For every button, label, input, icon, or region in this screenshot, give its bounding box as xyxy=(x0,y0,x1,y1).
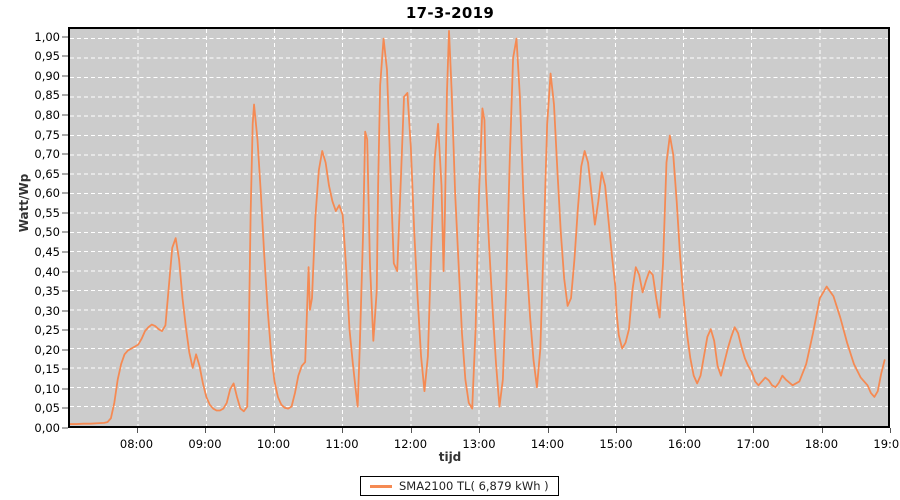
y-tick-mark xyxy=(62,271,68,272)
x-tick-mark xyxy=(342,428,343,433)
y-tick-mark xyxy=(62,36,68,38)
legend[interactable]: SMA2100 TL( 6,879 kWh ) xyxy=(360,476,559,496)
y-tick-mark xyxy=(62,55,68,57)
y-tick-label: 0,25 xyxy=(34,323,60,338)
y-tick-mark xyxy=(62,134,68,136)
y-tick-label: 0,90 xyxy=(34,68,60,83)
x-tick-mark xyxy=(205,428,206,433)
x-tick-mark xyxy=(684,428,686,433)
y-tick-label: 0,55 xyxy=(34,205,60,220)
y-tick-label: 1,00 xyxy=(34,29,60,44)
legend-color-swatch xyxy=(370,484,392,488)
x-tick-mark xyxy=(273,428,275,433)
y-tick-mark xyxy=(62,212,68,214)
y-tick-mark xyxy=(62,349,68,351)
x-tick-mark xyxy=(136,428,138,433)
y-tick-label: 0,15 xyxy=(34,362,60,377)
y-tick-mark xyxy=(62,192,68,194)
y-tick-mark xyxy=(62,173,68,175)
y-tick-label: 0,50 xyxy=(34,225,60,240)
x-tick-label: 10:00 xyxy=(256,437,291,451)
y-tick-label: 0,00 xyxy=(34,421,60,435)
y-tick-mark xyxy=(62,368,68,370)
y-tick-label: 0,95 xyxy=(34,49,60,64)
x-tick-label: 11:00 xyxy=(325,437,359,451)
y-tick-mark xyxy=(62,94,68,96)
y-axis-label: Watt/Wp xyxy=(17,173,31,233)
x-tick-label: 08:00 xyxy=(119,437,154,451)
y-tick-label: 0,05 xyxy=(34,401,60,416)
chart-title: 17-3-2019 xyxy=(405,4,495,22)
y-tick-mark xyxy=(62,310,68,312)
x-axis: 08:00 09:00 10:00 11:00 12:00 13:00 14:00 15:00… xyxy=(68,428,900,452)
y-tick-label: 0,65 xyxy=(34,166,60,181)
x-tick-mark xyxy=(890,428,891,433)
y-tick-mark xyxy=(62,388,68,390)
x-tick-label: 15:00 xyxy=(599,437,633,451)
y-tick-label: 0,75 xyxy=(34,127,60,142)
x-tick-mark xyxy=(616,428,617,433)
y-tick-mark xyxy=(62,290,68,292)
y-tick-label: 0,40 xyxy=(34,264,60,279)
x-tick-label: 17:00 xyxy=(736,437,770,451)
x-tick-label: 18:00 xyxy=(804,437,839,451)
y-tick-label: 0,80 xyxy=(34,108,60,123)
y-tick-label: 0,20 xyxy=(34,342,60,357)
y-tick-label: 0,45 xyxy=(34,244,60,259)
y-tick-mark xyxy=(62,251,68,253)
y-tick-mark xyxy=(62,329,68,331)
x-tick-label: 13:00 xyxy=(462,437,496,451)
x-tick-mark xyxy=(479,428,480,433)
x-tick-mark xyxy=(821,428,823,433)
x-tick-label: 19:00 xyxy=(873,437,900,451)
y-tick-mark xyxy=(62,153,68,155)
data-series-layer xyxy=(70,30,886,425)
gridlines xyxy=(70,29,888,426)
plot-area xyxy=(68,27,890,428)
y-axis: 0,00 0,05 0,10 0,15 0,20 0,25 0,30 0,35 0,40 0,45… xyxy=(0,27,68,435)
y-tick-mark xyxy=(62,75,68,77)
y-tick-label: 0,70 xyxy=(34,147,60,162)
data-line xyxy=(70,30,886,425)
y-tick-mark xyxy=(62,114,68,116)
x-tick-mark xyxy=(753,428,754,433)
x-tick-mark xyxy=(547,428,549,433)
x-tick-label: 16:00 xyxy=(667,437,702,451)
y-tick-mark xyxy=(62,231,68,233)
x-tick-label: 14:00 xyxy=(530,437,565,451)
y-tick-label: 0,30 xyxy=(34,303,60,318)
y-tick-mark xyxy=(62,407,68,409)
y-tick-label: 0,35 xyxy=(34,284,60,299)
y-tick-label: 0,60 xyxy=(34,186,60,201)
y-tick-mark xyxy=(62,427,68,429)
y-tick-label: 0,85 xyxy=(34,88,60,103)
y-tick-label: 0,10 xyxy=(34,381,60,396)
x-tick-label: 12:00 xyxy=(393,437,428,451)
legend-label: SMA2100 TL( 6,879 kWh ) xyxy=(399,479,549,493)
x-axis-label: tijd xyxy=(438,450,462,464)
x-tick-mark xyxy=(410,428,412,433)
x-tick-label: 09:00 xyxy=(188,437,222,451)
